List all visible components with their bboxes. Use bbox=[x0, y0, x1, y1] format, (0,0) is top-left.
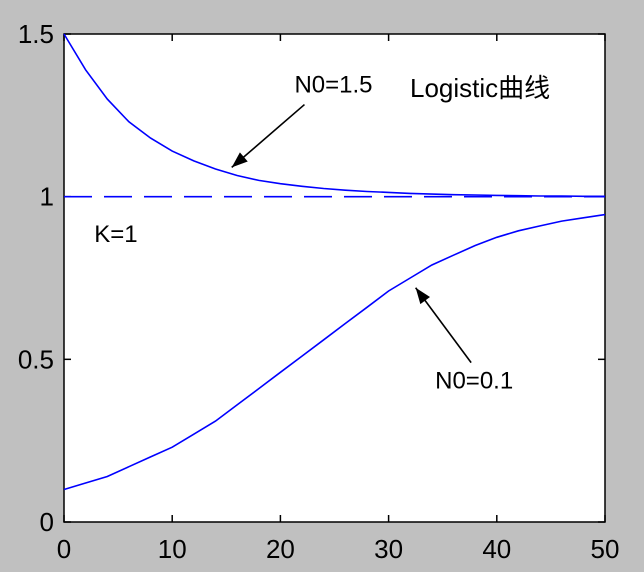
y-tick-label: 0 bbox=[40, 507, 54, 537]
annotation-arrow-line bbox=[231, 103, 305, 168]
chart-title: Logistic曲线 bbox=[410, 73, 550, 103]
annotation-arrow-head bbox=[415, 287, 430, 305]
y-tick-label: 0.5 bbox=[18, 344, 54, 374]
annotation-label: N0=0.1 bbox=[435, 368, 513, 395]
x-tick-label: 10 bbox=[158, 534, 187, 564]
plot-area bbox=[63, 33, 606, 523]
x-tick-label: 30 bbox=[374, 534, 403, 564]
ticks-layer: 0 10 20 30 40 50 0 0.5 1 1.5 bbox=[18, 19, 620, 564]
annotation-layer: N0=1.5 N0=0.1 K=1 bbox=[94, 72, 513, 395]
series-line-1 bbox=[63, 213, 606, 491]
series-line-0 bbox=[63, 33, 605, 198]
lines-layer bbox=[63, 33, 606, 491]
x-tick-label: 0 bbox=[57, 534, 71, 564]
x-tick-label: 50 bbox=[591, 534, 620, 564]
x-tick-label: 40 bbox=[482, 534, 511, 564]
x-tick-label: 20 bbox=[266, 534, 295, 564]
annotation-label: K=1 bbox=[94, 221, 137, 248]
y-tick-label: 1 bbox=[40, 182, 54, 212]
annotation-label: N0=1.5 bbox=[294, 72, 372, 99]
annotation-arrow-head bbox=[231, 152, 248, 168]
y-tick-label: 1.5 bbox=[18, 19, 54, 49]
